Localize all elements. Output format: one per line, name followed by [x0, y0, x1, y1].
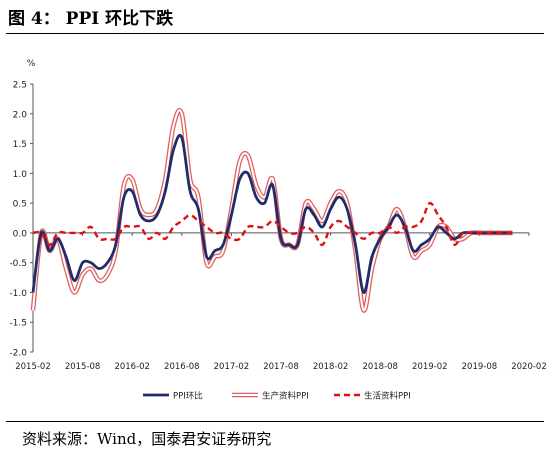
y-axis: % 2.5 2.0 1.5 1.0 0.5 0.0 -0.5 -1.0 -1.5 -2.0	[9, 59, 35, 359]
series-lines	[30, 108, 513, 313]
legend-item-2-label: 生活资料PPI	[364, 391, 411, 402]
x-tick-label: 2018-08	[362, 362, 398, 372]
series-1-line-outer	[30, 108, 513, 313]
y-tick-label: -0.5	[9, 259, 27, 269]
series-1-line-inner	[32, 109, 513, 312]
x-tick-label: 2018-02	[313, 362, 349, 372]
top-rule	[6, 33, 544, 34]
source-note: 资料来源：Wind，国泰君安证券研究	[22, 430, 272, 448]
bottom-rule	[6, 421, 544, 422]
y-tick-label: 1.0	[13, 170, 28, 180]
y-tick-label: 2.5	[13, 81, 27, 91]
y-tick-label: 2.0	[13, 110, 28, 120]
y-tick-label: 0.0	[13, 229, 28, 239]
y-tick-label: -1.5	[9, 319, 27, 329]
x-tick-label: 2019-08	[462, 362, 498, 372]
y-unit-label: %	[27, 59, 36, 69]
x-tick-label: 2015-08	[65, 362, 101, 372]
x-tick-label: 2020-02	[511, 362, 547, 372]
y-tick-label: 1.5	[13, 140, 27, 150]
legend: PPI环比 生产资料PPI 生活资料PPI	[143, 391, 411, 402]
series-0-line	[31, 133, 513, 294]
y-tick-label: -2.0	[9, 349, 27, 359]
x-tick-label: 2015-02	[15, 362, 51, 372]
x-tick-label: 2019-02	[412, 362, 448, 372]
series-2-line	[32, 201, 513, 246]
y-tick-label: 0.5	[13, 200, 27, 210]
x-tick-label: 2017-02	[214, 362, 250, 372]
y-tick-label: -1.0	[9, 289, 27, 299]
legend-item-0-label: PPI环比	[173, 391, 203, 402]
x-tick-label: 2016-02	[114, 362, 150, 372]
x-tick-label: 2017-08	[263, 362, 299, 372]
figure-title: 图 4： PPI 环比下跌	[8, 9, 174, 29]
legend-item-1-label: 生产资料PPI	[262, 391, 309, 402]
x-axis: 2015-02 2015-08 2016-02 2016-08 2017-02 2017-…	[15, 232, 547, 372]
x-tick-label: 2016-08	[164, 362, 200, 372]
